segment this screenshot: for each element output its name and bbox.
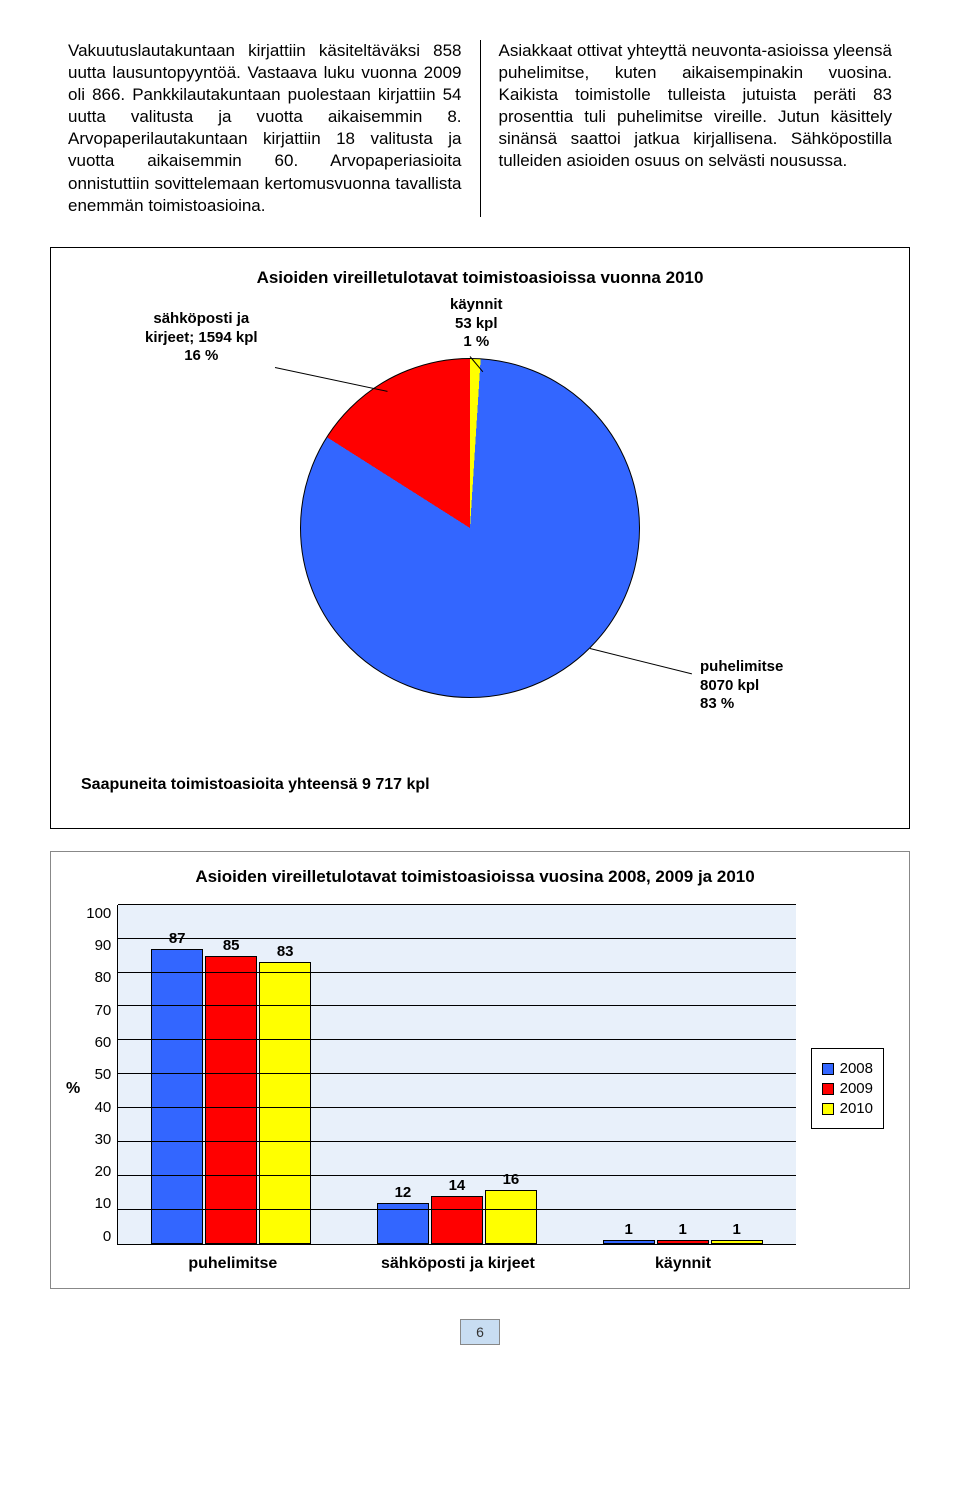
pie-chart-title: Asioiden vireilletulotavat toimistoasioi…	[81, 268, 879, 288]
bar-chart-panel: Asioiden vireilletulotavat toimistoasioi…	[50, 851, 910, 1289]
pie-chart-subtitle: Saapuneita toimistoasioita yhteensä 9 71…	[81, 776, 879, 794]
x-tick-label: puhelimitse	[120, 1255, 345, 1273]
bar: 85	[205, 956, 257, 1244]
bar-value-label: 83	[277, 943, 294, 960]
gridline	[118, 938, 795, 939]
legend-swatch	[822, 1103, 834, 1115]
pie-graphic	[300, 358, 640, 698]
legend-swatch	[822, 1083, 834, 1095]
bar-group: 111	[570, 905, 796, 1244]
y-tick: 100	[86, 905, 111, 922]
gridline	[118, 1209, 795, 1210]
gridline	[118, 1107, 795, 1108]
bar-value-label: 1	[733, 1221, 741, 1238]
legend-label: 2009	[840, 1080, 873, 1097]
y-tick: 60	[95, 1034, 112, 1051]
bar: 1	[657, 1240, 709, 1243]
y-tick: 30	[95, 1131, 112, 1148]
legend-label: 2008	[840, 1060, 873, 1077]
bar-plot-area: 878583121416111	[117, 905, 795, 1245]
gridline	[118, 1141, 795, 1142]
bar-value-label: 16	[503, 1171, 520, 1188]
legend-item: 2009	[822, 1080, 873, 1097]
bar-value-label: 85	[223, 937, 240, 954]
y-tick: 40	[95, 1099, 112, 1116]
bar: 1	[711, 1240, 763, 1243]
legend-item: 2008	[822, 1060, 873, 1077]
pie-chart-panel: Asioiden vireilletulotavat toimistoasioi…	[50, 247, 910, 829]
bar: 87	[151, 949, 203, 1244]
y-tick: 90	[95, 937, 112, 954]
y-tick: 0	[103, 1228, 111, 1245]
x-axis-labels: puhelimitsesähköposti ja kirjeetkäynnit	[120, 1255, 795, 1273]
bar: 16	[485, 1190, 537, 1244]
gridline	[118, 904, 795, 905]
pie-label-visits: käynnit 53 kpl 1 %	[450, 296, 503, 352]
pie-leader-line	[275, 367, 388, 392]
bar-value-label: 14	[449, 1177, 466, 1194]
y-tick: 80	[95, 969, 112, 986]
bar: 1	[603, 1240, 655, 1243]
gridline	[118, 1039, 795, 1040]
x-tick-label: sähköposti ja kirjeet	[345, 1255, 570, 1273]
bar-value-label: 1	[679, 1221, 687, 1238]
y-tick: 20	[95, 1163, 112, 1180]
y-axis-ticks: 1009080706050403020100	[86, 905, 117, 1245]
x-tick-label: käynnit	[570, 1255, 795, 1273]
gridline	[118, 1175, 795, 1176]
legend-label: 2010	[840, 1100, 873, 1117]
y-tick: 70	[95, 1002, 112, 1019]
bar: 14	[431, 1196, 483, 1243]
gridline	[118, 972, 795, 973]
y-tick: 10	[95, 1195, 112, 1212]
intro-right-column: Asiakkaat ottivat yhteyttä neuvonta-asio…	[481, 40, 911, 217]
intro-text: Vakuutuslautakuntaan kirjattiin käsitelt…	[50, 40, 910, 217]
intro-left-column: Vakuutuslautakuntaan kirjattiin käsitelt…	[50, 40, 481, 217]
y-tick: 50	[95, 1066, 112, 1083]
legend-swatch	[822, 1063, 834, 1075]
bar-chart-title: Asioiden vireilletulotavat toimistoasioi…	[66, 867, 884, 887]
pie-leader-line	[590, 648, 692, 674]
page-number: 6	[460, 1319, 500, 1345]
bar-chart-legend: 2008 2009 2010	[811, 1048, 884, 1129]
gridline	[118, 1005, 795, 1006]
bar-group: 121416	[344, 905, 570, 1244]
bar-group: 878583	[118, 905, 344, 1244]
y-axis-label: %	[66, 905, 86, 1273]
pie-chart: sähköposti ja kirjeet; 1594 kpl 16 % käy…	[100, 298, 860, 768]
pie-label-mail: sähköposti ja kirjeet; 1594 kpl 16 %	[145, 310, 258, 366]
bar-value-label: 1	[625, 1221, 633, 1238]
bar-value-label: 12	[395, 1184, 412, 1201]
legend-item: 2010	[822, 1100, 873, 1117]
pie-label-phone: puhelimitse 8070 kpl 83 %	[700, 658, 783, 714]
gridline	[118, 1073, 795, 1074]
